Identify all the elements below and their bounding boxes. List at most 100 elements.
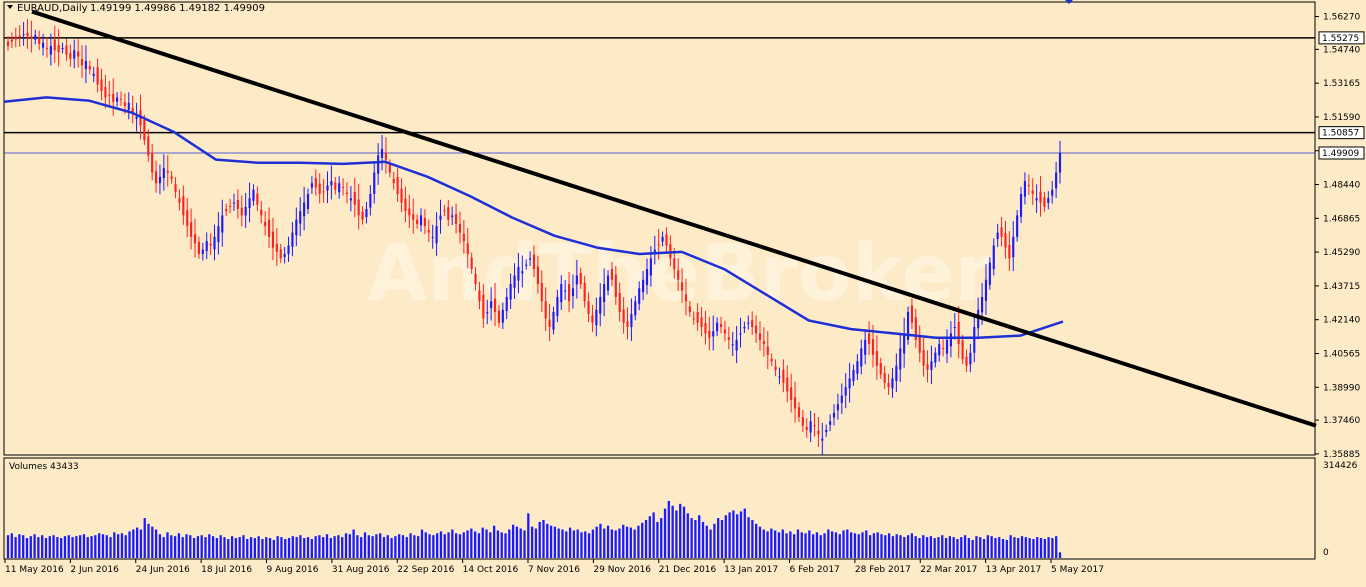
menu-triangle-icon[interactable] — [7, 5, 13, 9]
volume-bar — [242, 535, 245, 558]
price-tick-label: 1.43715 — [1323, 282, 1360, 292]
candle-body — [906, 311, 910, 340]
volume-bar — [230, 536, 234, 558]
price-tick-label: 1.35885 — [1323, 450, 1360, 460]
volume-bar — [318, 535, 321, 558]
volume-bar — [458, 534, 462, 558]
volume-bar — [409, 533, 412, 558]
candle-body — [712, 331, 715, 337]
volume-bar — [1005, 539, 1008, 558]
volume-bar — [815, 532, 819, 558]
price-tick-label: 1.45290 — [1323, 248, 1360, 258]
volume-axis-zero: 0 — [1323, 548, 1329, 558]
candle-body — [369, 193, 372, 208]
candle-body — [373, 172, 376, 194]
volume-bar — [834, 532, 838, 558]
volume-bar — [272, 539, 275, 558]
volume-bar — [14, 537, 17, 558]
volume-bar — [709, 529, 712, 558]
volume-bar — [215, 538, 219, 558]
volume-bar — [819, 535, 822, 558]
volume-bar — [568, 527, 572, 558]
volume-bar — [861, 532, 864, 558]
volume-bar — [618, 528, 621, 558]
candle-body — [704, 323, 707, 334]
candle-body — [868, 333, 871, 345]
volume-bar — [417, 536, 420, 558]
volume-bar — [455, 533, 458, 558]
candle-body — [236, 199, 239, 209]
candle-body — [338, 183, 341, 193]
candle-body — [30, 36, 33, 39]
candle-body — [723, 329, 726, 334]
volume-bar — [641, 522, 644, 558]
volume-bar — [918, 538, 921, 558]
candle-body — [209, 243, 212, 246]
volume-bar — [1013, 537, 1016, 558]
volume-bar — [44, 538, 48, 558]
volume-bar — [849, 532, 853, 558]
arrow-down-icon[interactable] — [1065, 0, 1073, 4]
candle-body — [427, 230, 430, 233]
volume-bar — [648, 516, 651, 558]
candle-body — [14, 36, 17, 40]
candle-body — [622, 309, 625, 323]
volume-bar — [470, 528, 473, 558]
volume-bar — [899, 535, 902, 558]
volume-bar — [800, 532, 803, 558]
volume-bar — [948, 536, 952, 558]
candle-body — [786, 377, 789, 392]
candle-body — [423, 217, 426, 227]
volume-bar — [652, 512, 655, 558]
volume-bar — [975, 536, 978, 558]
volume-bar — [1009, 535, 1012, 558]
candle-body — [229, 205, 232, 207]
volume-bar — [492, 525, 496, 558]
volume-bar — [906, 535, 910, 558]
volume-bar — [925, 537, 929, 558]
volume-bar — [1043, 539, 1046, 558]
volume-bar — [401, 535, 405, 558]
candle-body — [443, 210, 446, 212]
candle-body — [135, 116, 138, 119]
volume-bar — [755, 523, 758, 558]
trendline-layer[interactable] — [31, 9, 1317, 428]
candle-body — [821, 438, 824, 441]
volume-bar — [812, 534, 815, 558]
candle-body — [973, 326, 976, 353]
volume-bar — [633, 529, 636, 558]
candle-body — [758, 333, 762, 340]
candle-body — [829, 421, 832, 425]
trendline[interactable] — [31, 9, 1317, 428]
date-axis-labels: 11 May 2016 2 Jun 2016 24 Jun 2016 18 Jul 2… — [4, 559, 1104, 575]
symbol-label: EURAUD,Daily — [17, 3, 88, 14]
volume-bar — [329, 538, 332, 558]
candle-body — [342, 187, 345, 189]
volume-bar — [1028, 538, 1031, 558]
candle-body — [1016, 215, 1019, 237]
candle-body — [73, 50, 76, 59]
candle-body — [634, 301, 637, 316]
candle-body — [560, 284, 563, 303]
volume-bar — [86, 537, 89, 558]
volume-bar — [967, 538, 970, 558]
candle-body — [162, 168, 165, 179]
volume-bar — [477, 533, 481, 558]
volume-bar — [192, 538, 196, 558]
volume-bar — [538, 521, 541, 558]
volume-bar — [82, 534, 86, 558]
volume-bar — [679, 503, 682, 558]
date-tick-label: 29 Nov 2016 — [593, 565, 651, 575]
candle-body — [470, 257, 473, 270]
volume-bar — [299, 535, 302, 558]
volume-bar — [303, 538, 306, 558]
candle-body — [1023, 181, 1027, 197]
candle-body — [190, 222, 193, 237]
candle-body — [112, 93, 115, 102]
candle-body — [18, 35, 21, 38]
volume-bar — [713, 523, 716, 558]
candle-body — [306, 193, 310, 209]
candle-body — [408, 208, 411, 216]
candle-body — [536, 266, 539, 285]
